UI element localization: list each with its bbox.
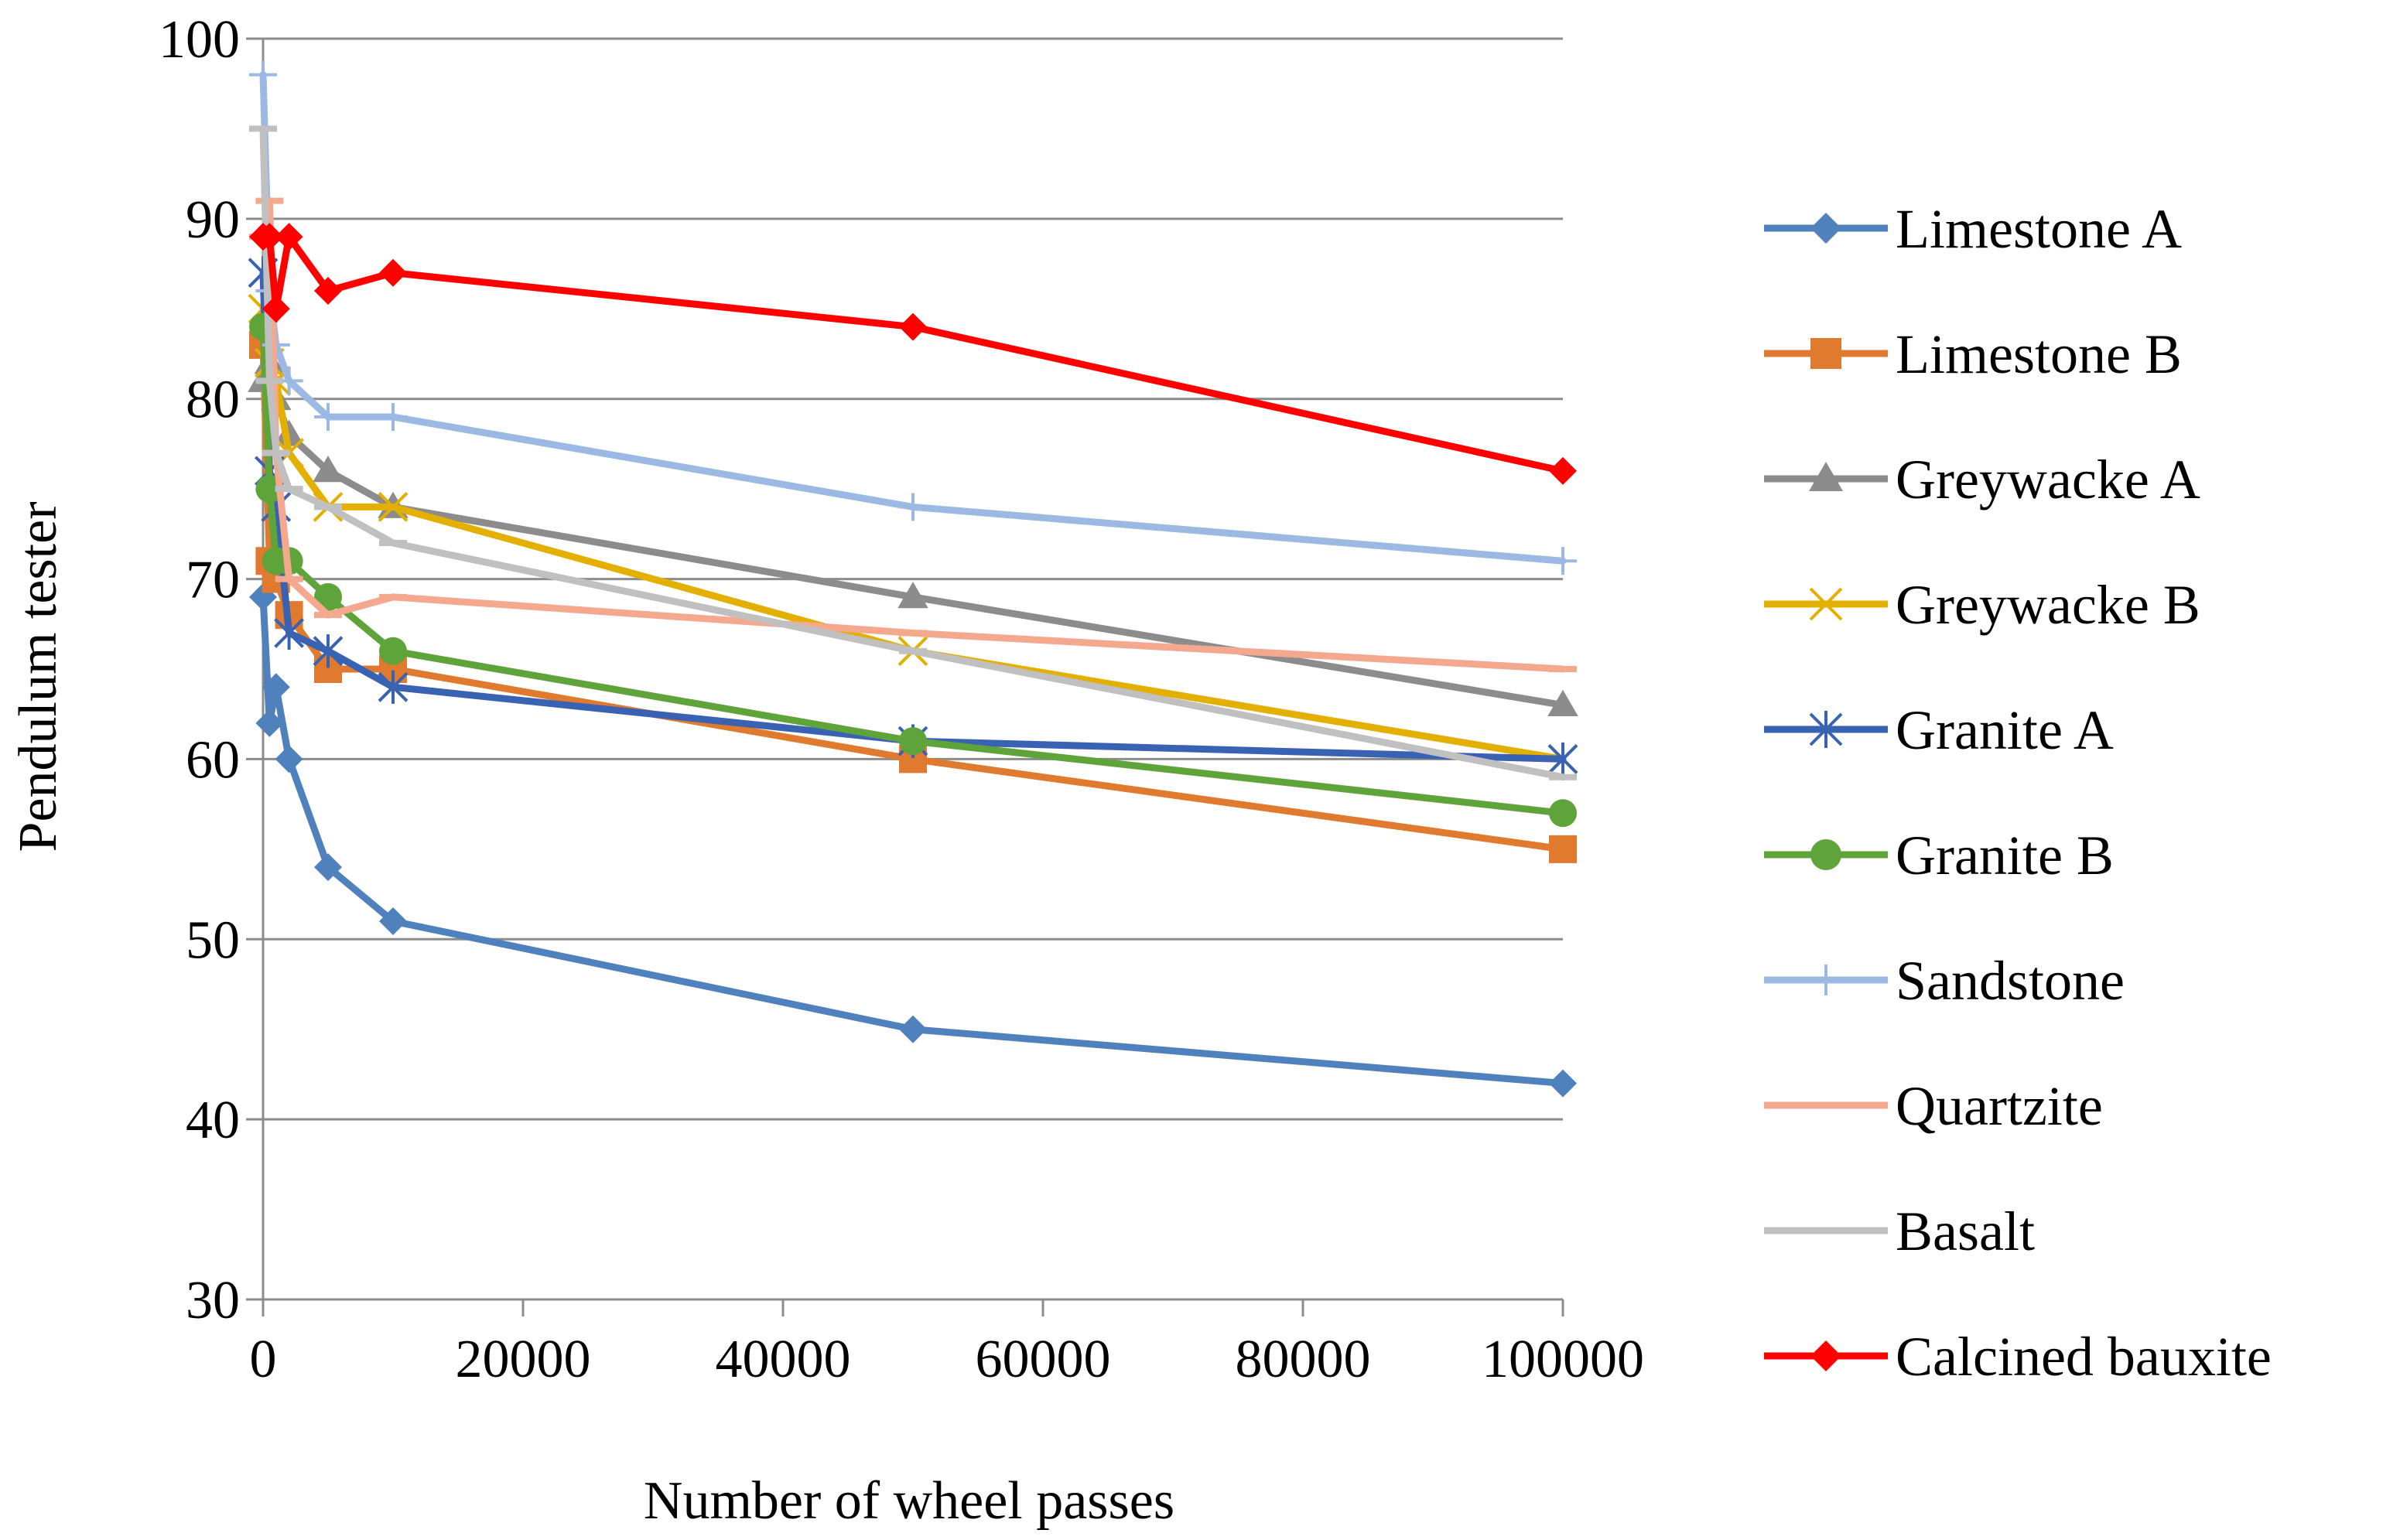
- series-calcined-bauxite: [249, 223, 1577, 485]
- legend-marker-granite-b: [1810, 839, 1841, 870]
- data-point-calcined-bauxite: [275, 223, 303, 251]
- series-layer: [248, 60, 1578, 1098]
- legend-item-greywacke-b: Greywacke B: [1764, 574, 2200, 636]
- data-point-calcined-bauxite: [1549, 456, 1577, 485]
- x-tick-label: 60000: [976, 1330, 1111, 1389]
- data-point-greywacke-a: [1547, 689, 1578, 716]
- axis-layer: 30 40 50 60 70 80 90 100 0 20000 40000 60000 80000 10…: [159, 10, 1644, 1389]
- x-tick-label: 80000: [1236, 1330, 1371, 1389]
- legend-item-calcined-bauxite: Calcined bauxite: [1764, 1326, 2272, 1388]
- data-point-limestone-a: [275, 745, 303, 773]
- data-point-granite-b: [379, 637, 407, 665]
- legend-label-granite-b: Granite B: [1896, 825, 2114, 886]
- legend-label-basalt: Basalt: [1896, 1200, 2035, 1262]
- legend-item-granite-b: Granite B: [1764, 825, 2114, 886]
- data-point-calcined-bauxite: [314, 277, 342, 305]
- legend-marker-limestone-a: [1810, 213, 1841, 244]
- data-point-granite-a: [378, 670, 409, 704]
- legend-label-calcined-bauxite: Calcined bauxite: [1896, 1326, 2272, 1388]
- series-greywacke-b: [248, 293, 1578, 774]
- y-tick-label: 60: [186, 730, 240, 790]
- data-point-limestone-b: [1549, 835, 1577, 863]
- legend-marker-limestone-b: [1810, 338, 1841, 369]
- series-line-calcined-bauxite: [259, 233, 1567, 475]
- data-point-calcined-bauxite: [379, 258, 407, 287]
- data-point-limestone-a: [1549, 1069, 1577, 1098]
- legend-item-granite-a: Granite A: [1764, 699, 2114, 761]
- y-tick-label: 30: [186, 1271, 240, 1330]
- x-tick-label: 100000: [1482, 1330, 1644, 1389]
- legend-item-greywacke-a: Greywacke A: [1764, 449, 2200, 510]
- legend-label-quartzite: Quartzite: [1896, 1075, 2103, 1137]
- legend-label-sandstone: Sandstone: [1896, 950, 2125, 1012]
- legend-label-greywacke-a: Greywacke A: [1896, 449, 2200, 510]
- data-point-limestone-a: [314, 853, 342, 882]
- data-point-limestone-a: [255, 709, 284, 737]
- data-point-calcined-bauxite: [255, 223, 284, 251]
- x-tick-label: 0: [250, 1330, 277, 1389]
- data-point-calcined-bauxite: [262, 295, 290, 323]
- y-tick-label: 80: [186, 370, 240, 430]
- x-tick-label: 20000: [456, 1330, 591, 1389]
- data-point-granite-b: [899, 727, 927, 756]
- data-point-greywacke-a: [273, 419, 305, 446]
- x-tick-label: 40000: [716, 1330, 851, 1389]
- legend-item-sandstone: Sandstone: [1764, 950, 2125, 1012]
- legend-label-granite-a: Granite A: [1896, 699, 2114, 761]
- grid-layer: [263, 37, 1563, 1121]
- data-point-granite-a: [313, 634, 344, 668]
- legend-marker-granite-a: [1809, 711, 1843, 748]
- series-limestone-a: [249, 582, 1577, 1098]
- legend-item-quartzite: Quartzite: [1764, 1075, 2103, 1137]
- data-point-granite-a: [274, 616, 305, 650]
- data-point-greywacke-b: [378, 492, 409, 522]
- data-point-sandstone: [249, 60, 277, 89]
- series-line-basalt: [259, 125, 1567, 781]
- data-point-granite-a: [1547, 742, 1578, 777]
- data-point-greywacke-a: [313, 456, 344, 483]
- series-basalt: [249, 125, 1577, 781]
- data-point-sandstone: [379, 403, 407, 431]
- legend-marker-calcined-bauxite: [1810, 1340, 1841, 1371]
- legend-label-limestone-a: Limestone A: [1896, 198, 2182, 260]
- y-tick-label: 50: [186, 910, 240, 970]
- series-granite-b: [249, 312, 1577, 828]
- y-tick-label: 100: [159, 10, 240, 70]
- y-tick-label: 70: [186, 551, 240, 610]
- data-point-sandstone: [899, 493, 927, 521]
- data-point-calcined-bauxite: [899, 312, 927, 341]
- legend-marker-sandstone: [1810, 965, 1841, 995]
- data-point-limestone-a: [379, 907, 407, 935]
- y-tick-label: 90: [186, 190, 240, 250]
- legend-item-limestone-b: Limestone B: [1764, 323, 2182, 385]
- legend-item-basalt: Basalt: [1764, 1200, 2035, 1262]
- data-point-sandstone: [314, 403, 342, 431]
- legend-marker-greywacke-a: [1809, 462, 1843, 491]
- y-tick-label: 40: [186, 1091, 240, 1150]
- data-point-granite-b: [1549, 799, 1577, 828]
- legend-item-limestone-a: Limestone A: [1764, 198, 2182, 260]
- data-point-greywacke-a: [897, 582, 928, 609]
- data-point-sandstone: [1549, 547, 1577, 575]
- data-point-limestone-a: [899, 1015, 927, 1043]
- y-axis-title: Pendulum tester: [9, 502, 68, 852]
- legend-marker-greywacke-b: [1809, 587, 1843, 621]
- legend-label-limestone-b: Limestone B: [1896, 323, 2182, 385]
- legend: Limestone A Limestone B Greywacke A Greywac…: [1764, 198, 2272, 1388]
- x-axis-title: Number of wheel passes: [644, 1471, 1174, 1531]
- data-point-limestone-a: [262, 673, 290, 702]
- legend-label-greywacke-b: Greywacke B: [1896, 574, 2200, 636]
